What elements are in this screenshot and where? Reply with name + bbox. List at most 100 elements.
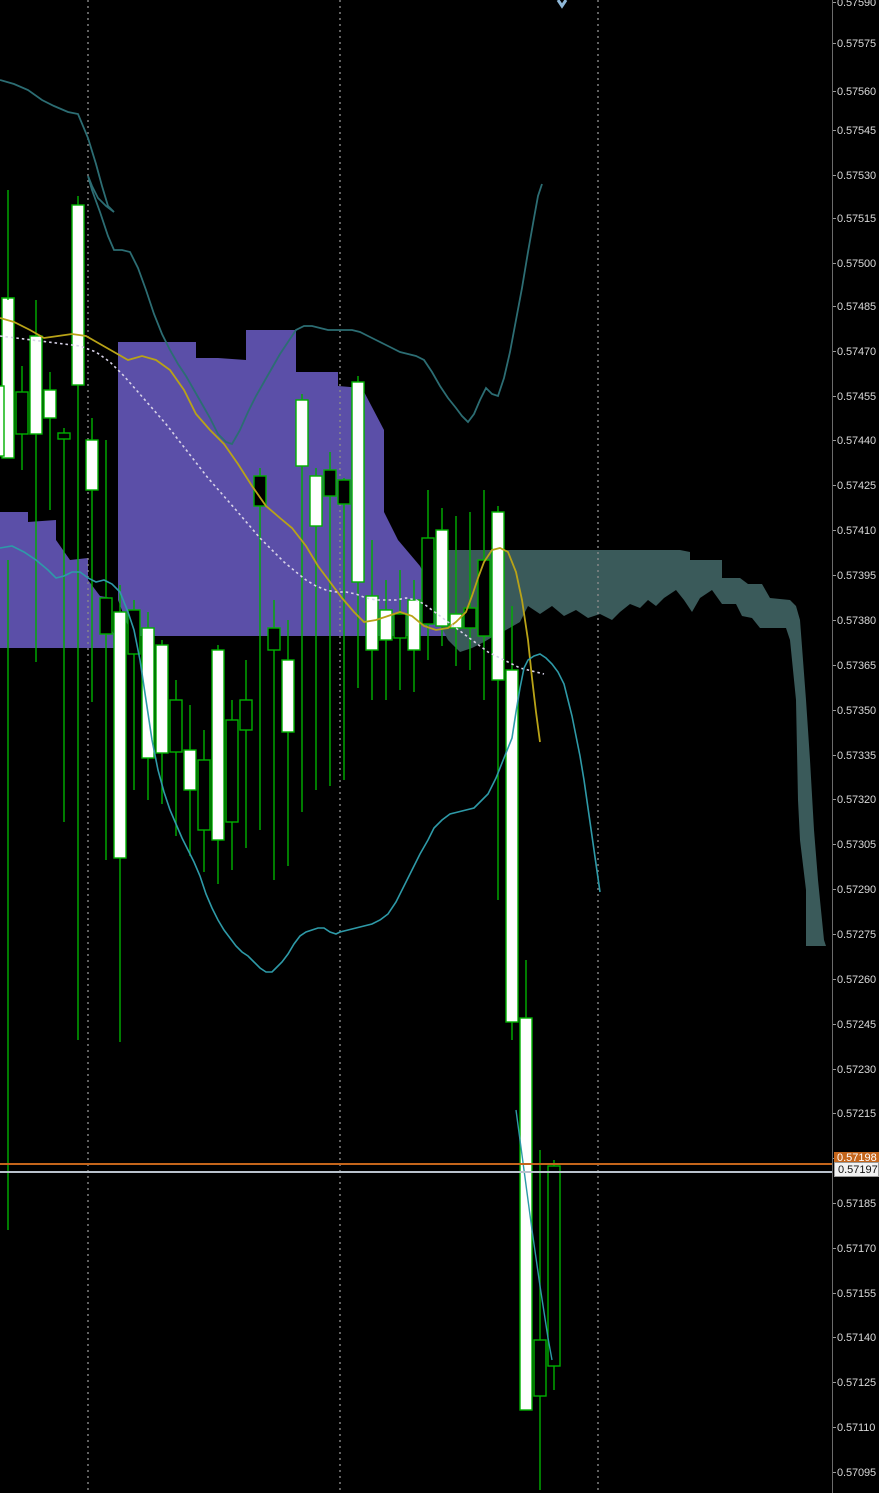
price-tick-mark <box>833 2 836 3</box>
signal-line-upper-teal <box>0 79 543 446</box>
price-tick-label: 0.57305 <box>837 839 877 851</box>
price-tick-label: 0.57545 <box>837 125 877 137</box>
price-tick-label: 0.57455 <box>837 391 877 403</box>
price-tick-label: 0.57560 <box>837 86 877 98</box>
price-tick-label: 0.57245 <box>837 1019 877 1031</box>
bid-price-tag: 0.57198 <box>834 1152 879 1165</box>
price-tick-mark <box>833 934 836 935</box>
price-tick-mark <box>833 844 836 845</box>
price-tick-label: 0.57410 <box>837 525 877 537</box>
price-tick: 0.57395 <box>833 569 879 583</box>
price-tick-label: 0.57215 <box>837 1108 877 1120</box>
price-tick-mark <box>833 665 836 666</box>
price-tick-mark <box>833 396 836 397</box>
price-tick: 0.57125 <box>833 1376 879 1390</box>
price-tick: 0.57440 <box>833 434 879 448</box>
line-tip-lightcyan <box>556 0 568 9</box>
price-tick: 0.57425 <box>833 479 879 493</box>
price-tick: 0.57245 <box>833 1018 879 1032</box>
price-tick-label: 0.57185 <box>837 1198 877 1210</box>
price-tick: 0.57155 <box>833 1287 879 1301</box>
price-tick-label: 0.57425 <box>837 480 877 492</box>
price-tick-label: 0.57320 <box>837 794 877 806</box>
price-tick-label: 0.57350 <box>837 705 877 717</box>
price-tick: 0.57230 <box>833 1063 879 1077</box>
price-tick-mark <box>833 1113 836 1114</box>
price-tick: 0.57170 <box>833 1242 879 1256</box>
price-tick-mark <box>833 620 836 621</box>
signal-line-short-cyan <box>515 1109 553 1361</box>
price-tick-label: 0.57470 <box>837 346 877 358</box>
price-tick-mark <box>833 306 836 307</box>
price-tick-mark <box>833 530 836 531</box>
price-tick-label: 0.57095 <box>837 1467 877 1479</box>
price-tick-label: 0.57440 <box>837 435 877 447</box>
price-tick: 0.57140 <box>833 1331 879 1345</box>
price-tick: 0.57500 <box>833 257 879 271</box>
price-tick: 0.57275 <box>833 928 879 942</box>
price-tick: 0.57560 <box>833 85 879 99</box>
price-tick: 0.57575 <box>833 37 879 51</box>
price-tick-label: 0.57140 <box>837 1332 877 1344</box>
price-tick-mark <box>833 1248 836 1249</box>
price-tick-label: 0.57365 <box>837 660 877 672</box>
kumo-cloud-bearish-left <box>0 512 120 648</box>
price-tick-label: 0.57395 <box>837 570 877 582</box>
price-tick-label: 0.57530 <box>837 170 877 182</box>
price-tick: 0.57350 <box>833 704 879 718</box>
price-tick-mark <box>833 43 836 44</box>
price-tick: 0.57380 <box>833 614 879 628</box>
price-tick-mark <box>833 218 836 219</box>
price-tick-mark <box>833 351 836 352</box>
price-tick: 0.57110 <box>833 1421 879 1435</box>
price-tick: 0.57260 <box>833 973 879 987</box>
price-tick-mark <box>833 1382 836 1383</box>
price-tick-label: 0.57155 <box>837 1288 877 1300</box>
price-tick-mark <box>833 1427 836 1428</box>
price-tick: 0.57485 <box>833 300 879 314</box>
price-tick-mark <box>833 175 836 176</box>
price-tick-label: 0.57515 <box>837 213 877 225</box>
price-scale-axis[interactable]: 0.57590 0.57575 0.57560 0.57545 0.57530 0.575… <box>832 0 879 1493</box>
price-tick-label: 0.57500 <box>837 258 877 270</box>
price-tick: 0.57365 <box>833 659 879 673</box>
price-tick: 0.57515 <box>833 212 879 226</box>
price-tick-mark <box>833 1203 836 1204</box>
price-tick-mark <box>833 1069 836 1070</box>
price-tick-label: 0.57380 <box>837 615 877 627</box>
signal-line-lower-cyan <box>0 545 601 973</box>
price-tick: 0.57470 <box>833 345 879 359</box>
price-tick: 0.57410 <box>833 524 879 538</box>
price-tick-mark <box>833 799 836 800</box>
price-tick-mark <box>833 755 836 756</box>
price-tick-label: 0.57590 <box>837 0 877 9</box>
price-tick: 0.57215 <box>833 1107 879 1121</box>
price-tick: 0.57530 <box>833 169 879 183</box>
price-tick-mark <box>833 710 836 711</box>
price-tick-label: 0.57275 <box>837 929 877 941</box>
price-tick-label: 0.57260 <box>837 974 877 986</box>
price-tick: 0.57305 <box>833 838 879 852</box>
price-tick-label: 0.57290 <box>837 884 877 896</box>
price-tick-label: 0.57485 <box>837 301 877 313</box>
price-tick-mark <box>833 130 836 131</box>
price-tick: 0.57545 <box>833 124 879 138</box>
ask-price-tag: 0.57197 <box>834 1162 879 1177</box>
price-tick-mark <box>833 1024 836 1025</box>
price-tick-label: 0.57125 <box>837 1377 877 1389</box>
price-tick-mark <box>833 440 836 441</box>
plot-area[interactable] <box>0 0 833 1493</box>
price-tick-label: 0.57575 <box>837 38 877 50</box>
price-tick-mark <box>833 263 836 264</box>
price-tick: 0.57455 <box>833 390 879 404</box>
price-tick-label: 0.57170 <box>837 1243 877 1255</box>
kumo-cloud-bearish-main <box>118 330 470 636</box>
price-tick-label: 0.57110 <box>837 1422 876 1434</box>
ma-gold-line <box>0 317 541 743</box>
price-tick-mark <box>833 485 836 486</box>
price-tick-label: 0.57335 <box>837 750 877 762</box>
candlestick-series <box>0 190 561 1490</box>
price-tick-mark <box>833 889 836 890</box>
price-plot-svg <box>0 0 833 1493</box>
